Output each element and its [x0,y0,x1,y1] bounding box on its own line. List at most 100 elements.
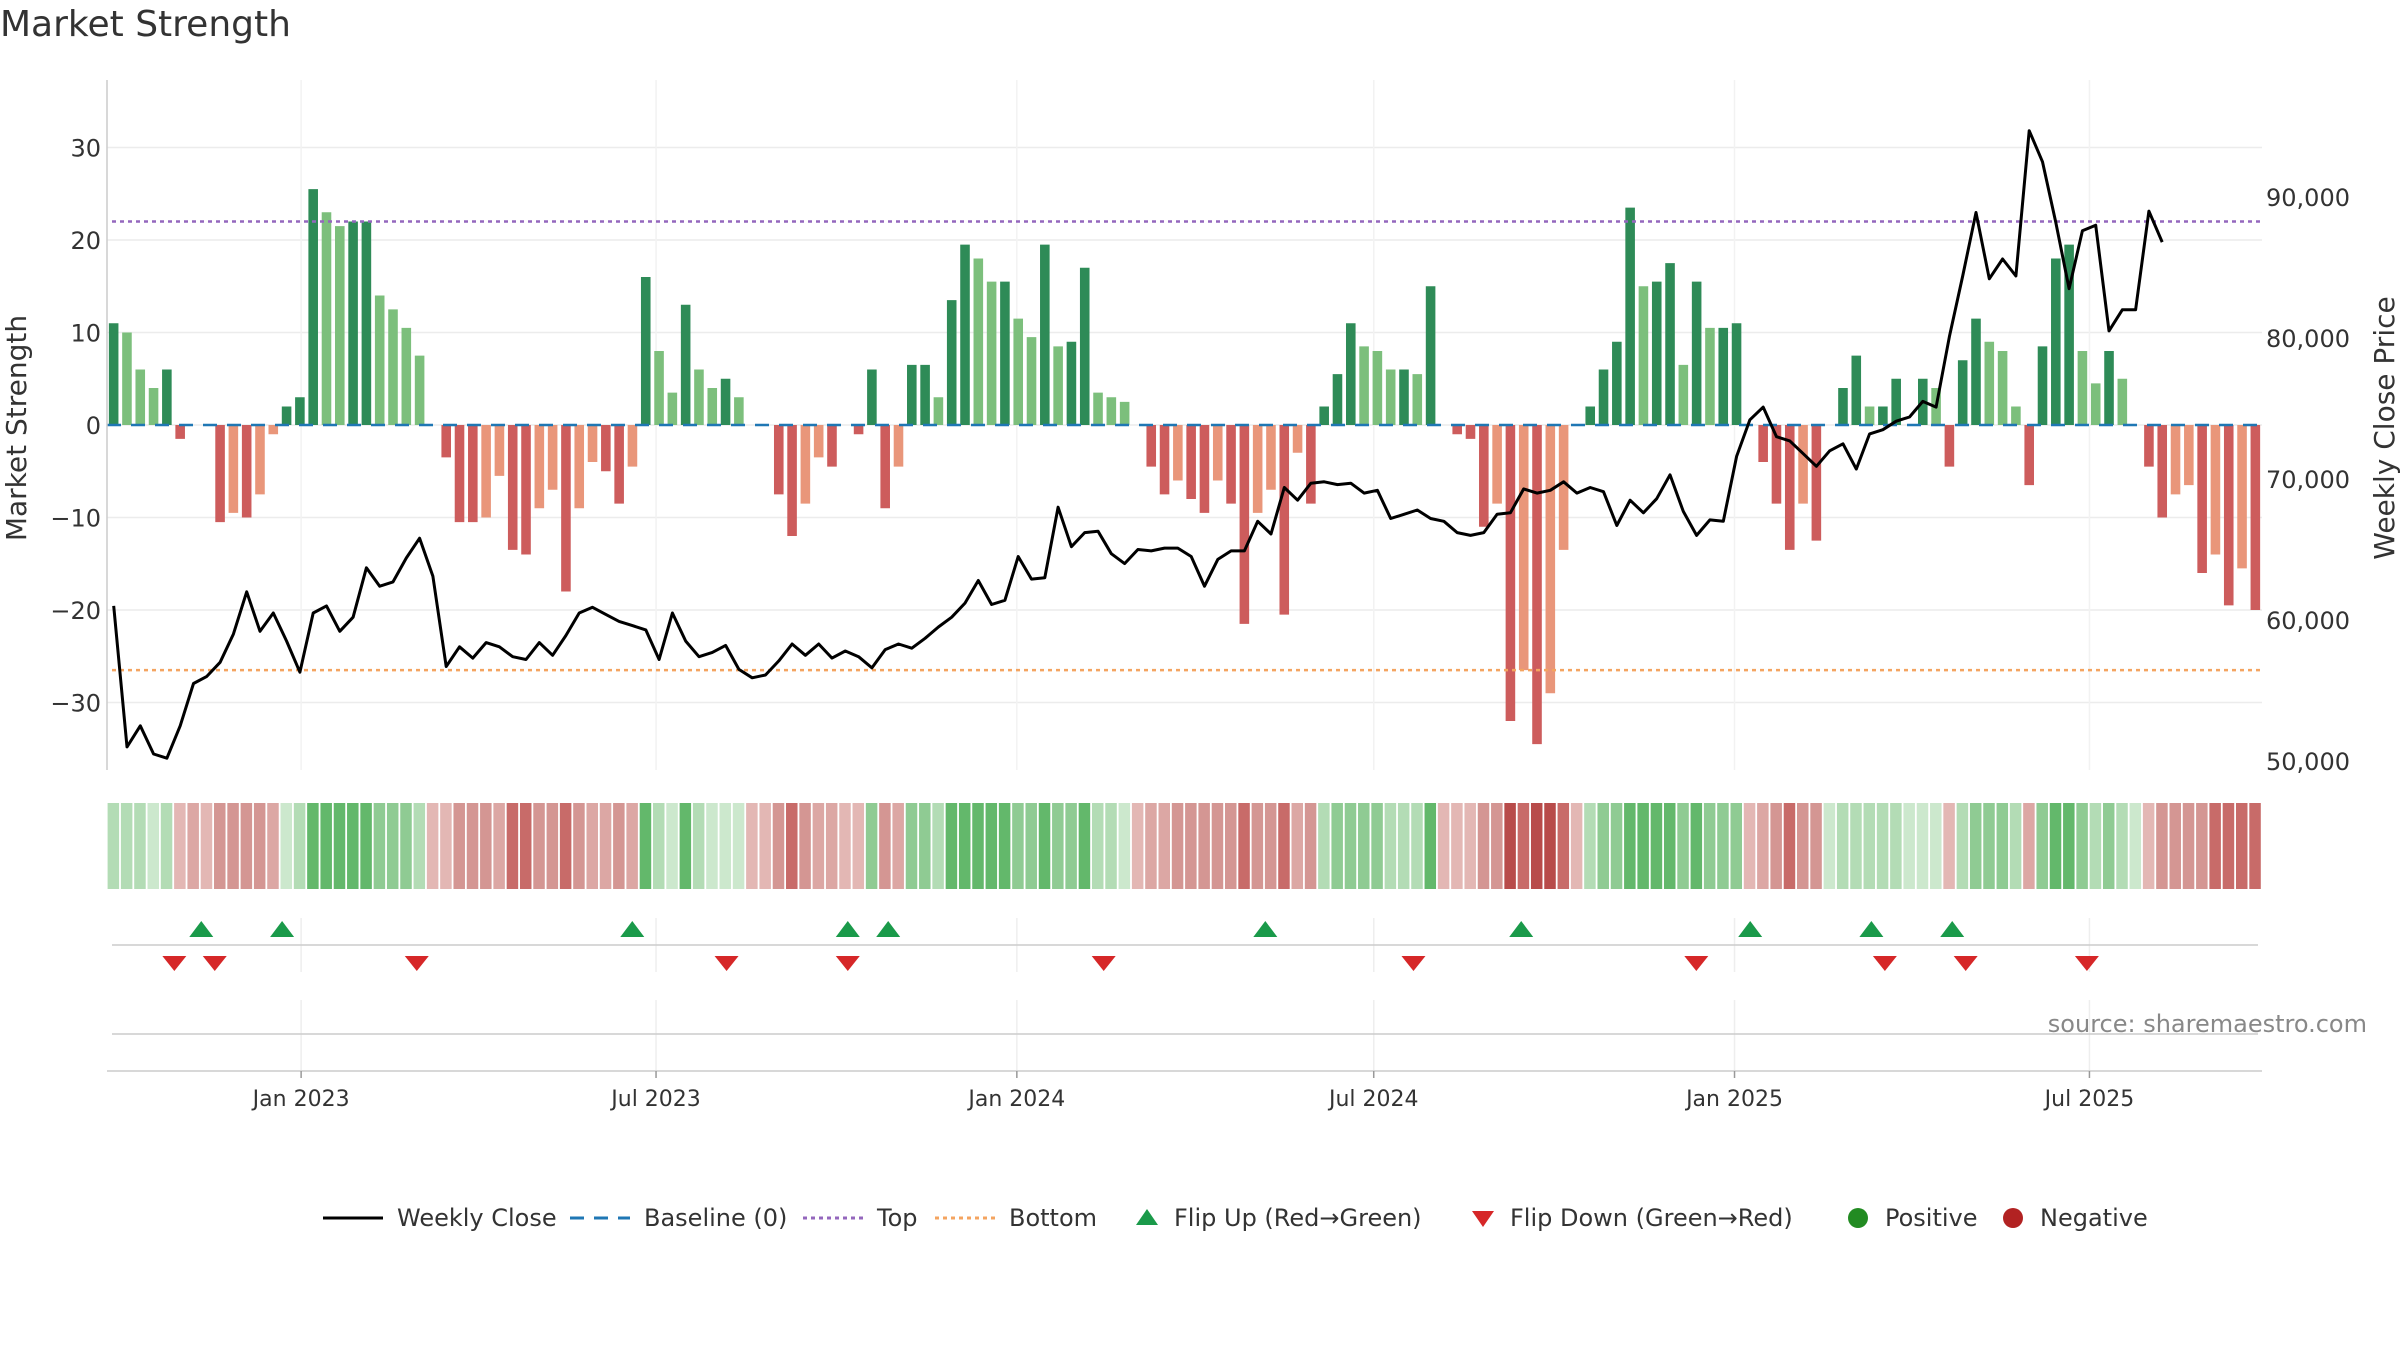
heat-cell [453,803,465,889]
strength-bar [255,425,265,495]
heat-cell [1211,803,1224,889]
flip-up-marker [270,921,295,937]
heat-cell [1743,803,1756,889]
strength-bar [1292,425,1303,453]
strength-bar [2197,425,2207,573]
heat-cell [413,803,426,889]
legend-label: Weekly Close [397,1204,557,1232]
strength-bar [1678,364,1689,425]
strength-bar [1359,346,1369,425]
heat-cell [1757,803,1769,889]
strength-bar [1798,425,1808,504]
strength-bar [268,425,279,435]
heat-cell [426,803,439,889]
strength-bar [1226,425,1236,504]
strength-bar [241,425,252,518]
heat-cell [1344,803,1357,889]
legend-item: Negative [2000,1198,2148,1238]
strength-bar [561,425,571,592]
heat-cell [440,803,452,889]
strength-bar [414,355,425,425]
chart-title: Market Strength [0,4,291,45]
heat-cell [1836,803,1849,889]
strength-bar [1598,369,1609,425]
heat-cell [480,803,492,889]
strength-bar [587,425,598,462]
heat-cell [2009,803,2022,889]
strength-bar [175,425,185,439]
heat-cell [160,803,173,889]
strength-bar [481,425,491,518]
x-axis: Jan 2023 Jul 2023 Jan 2024 Jul 2024 Jan 2025… [107,1070,2262,1112]
heat-cell [639,803,652,889]
flip-down-marker [714,956,739,971]
strength-bar [1718,327,1729,425]
legend-dot-icon [1848,1208,1868,1228]
strength-bar [1345,323,1356,425]
strength-bar [2250,425,2261,610]
strength-bar [2237,425,2247,569]
heat-cell [1916,803,1929,889]
strength-bar [388,309,398,425]
legend-line-icon [570,1216,630,1220]
strength-bar [321,212,332,425]
heat-cell [280,803,293,889]
heat-cell [493,803,505,889]
heat-cell [2182,803,2195,889]
strength-bar [521,425,531,555]
strength-bar [441,425,452,458]
strength-bar [601,425,611,472]
heat-cell [2142,803,2155,889]
strength-bar [2210,425,2221,555]
y2-tick-label: 60,000 [2266,607,2350,635]
legend-item: Flip Up (Red→Green) [1134,1198,1422,1238]
heat-cell [998,803,1011,889]
heat-cell [1544,803,1556,889]
heat-strip [107,803,2261,889]
heat-cell [2076,803,2088,889]
flip-up-marker [620,921,645,937]
strength-bar [1957,360,1968,425]
strength-bar [1612,341,1622,425]
strength-bar [507,425,518,550]
heat-cell [1238,803,1250,889]
heat-cell [1637,803,1649,889]
heat-cell [1517,803,1530,889]
y-tick-label: 20 [70,227,101,255]
heat-cell [1770,803,1782,889]
heat-cell [386,803,399,889]
strength-bar [1173,425,1183,481]
heat-cell [227,803,239,889]
legend-dot-icon [2003,1208,2023,1228]
strength-bar [1479,425,1489,527]
heat-cell [360,803,372,889]
heat-cell [892,803,904,889]
heat-cell [253,803,266,889]
strength-bar [534,425,545,509]
heat-cell [2209,803,2221,889]
strength-bar [1691,281,1702,425]
strength-bar [574,425,585,509]
heat-cell [2049,803,2062,889]
heat-cell [2235,803,2248,889]
strength-bar [1013,318,1024,425]
strength-bar [2223,425,2234,606]
heat-cell [786,803,798,889]
level-lines [107,220,2262,672]
heat-cell [825,803,838,889]
heat-cell [1996,803,2009,889]
strength-bar [1159,425,1170,495]
heat-cell [1105,803,1117,889]
strength-bar [1106,397,1117,425]
heat-cell [1464,803,1476,889]
strength-bar [122,332,132,425]
flip-down-marker [404,956,429,971]
heat-cell [1477,803,1490,889]
strength-bar [2037,346,2048,425]
strength-bar [1984,341,1995,425]
heat-cell [1663,803,1676,889]
heat-cell [1225,803,1237,889]
strength-bar [295,397,305,425]
heat-cell [1557,803,1570,889]
heat-cell [1411,803,1423,889]
